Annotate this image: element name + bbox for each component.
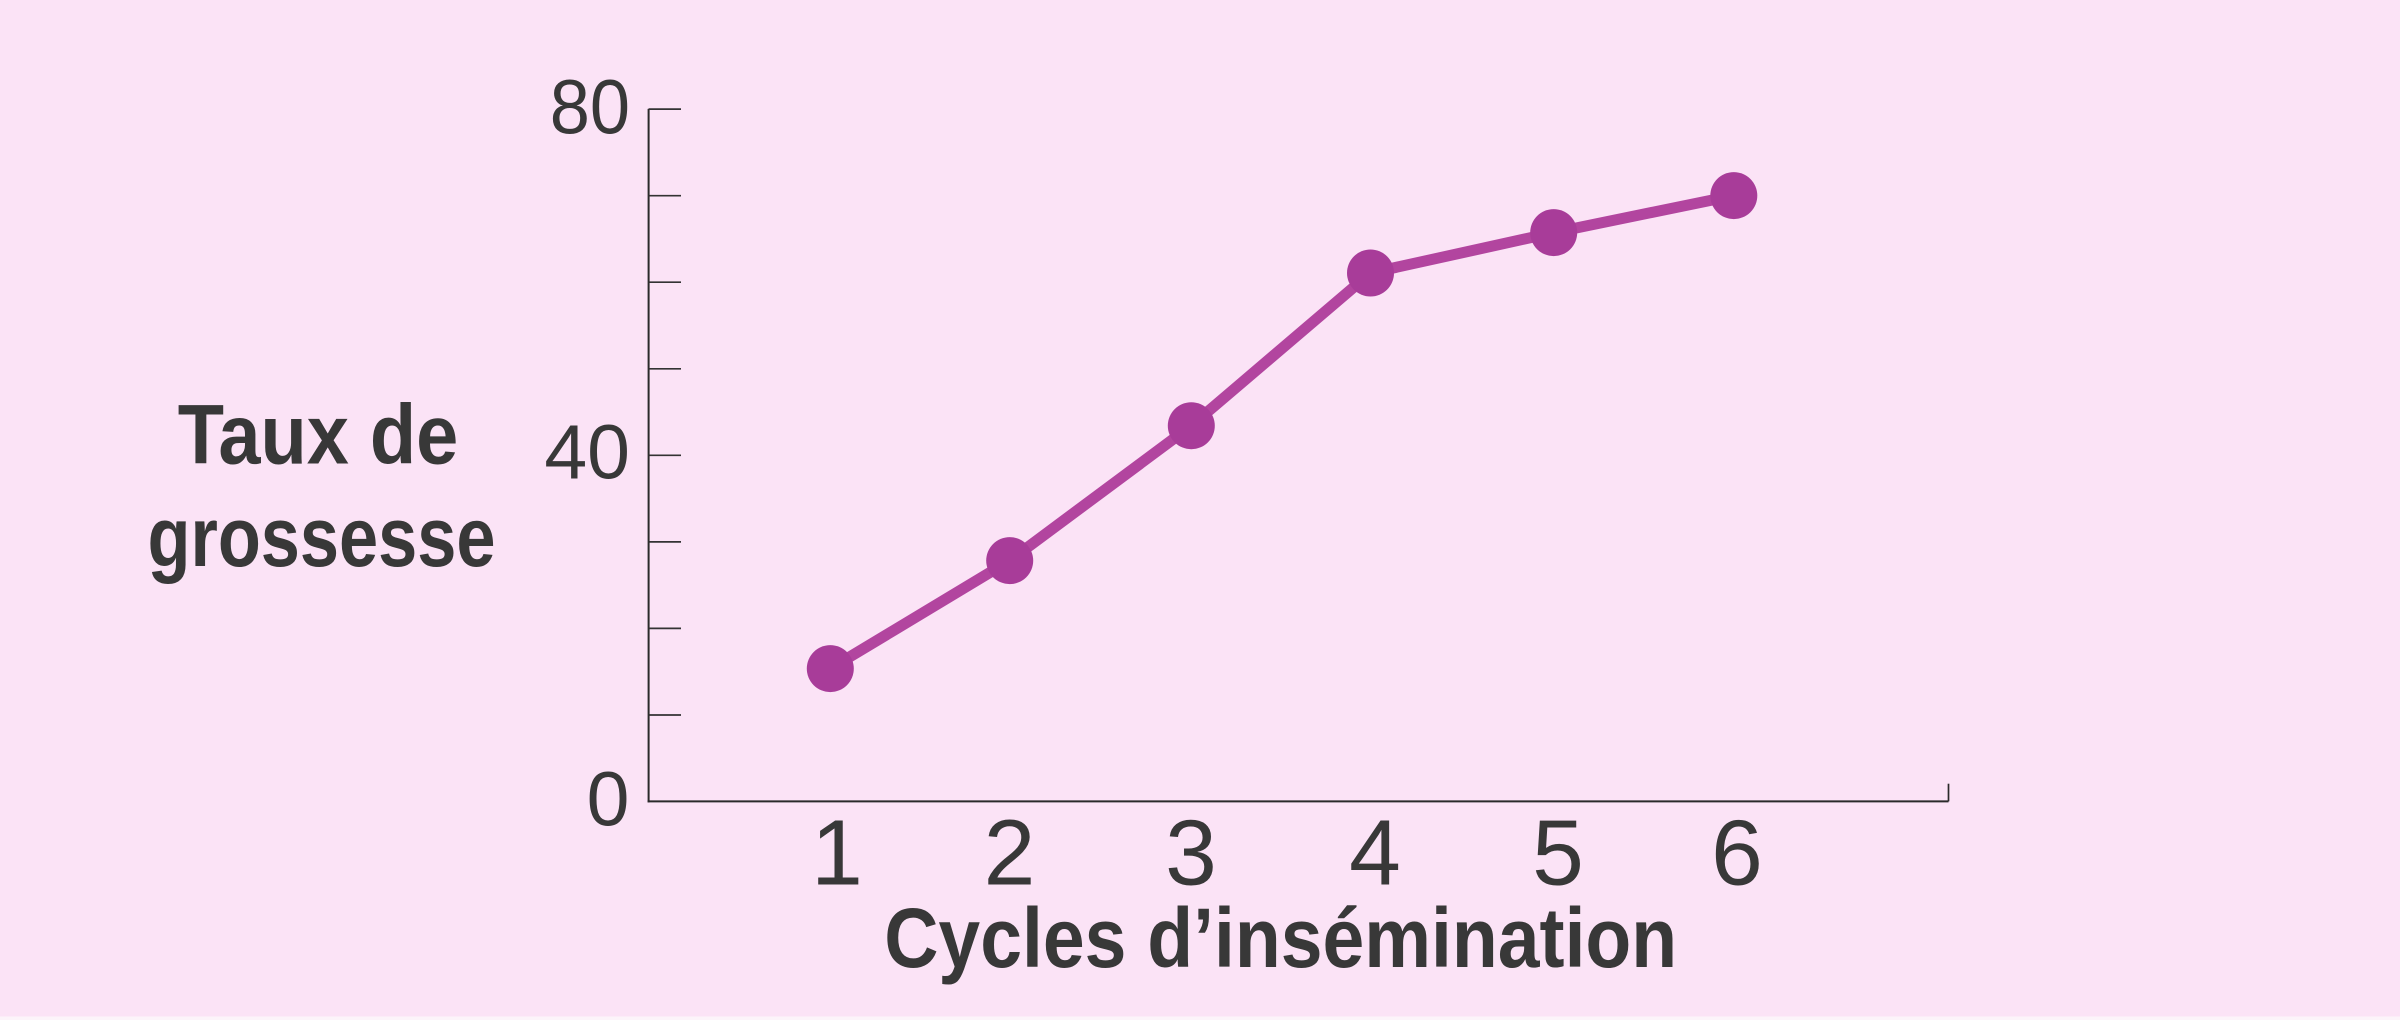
svg-text:3: 3 — [1165, 801, 1217, 905]
svg-text:5: 5 — [1532, 801, 1584, 905]
svg-text:40: 40 — [544, 410, 630, 496]
svg-text:Taux de: Taux de — [178, 388, 459, 482]
svg-text:1: 1 — [811, 801, 863, 905]
svg-text:4: 4 — [1349, 801, 1401, 905]
svg-text:2: 2 — [984, 801, 1036, 905]
svg-text:6: 6 — [1711, 801, 1763, 905]
svg-text:grossesse: grossesse — [148, 490, 496, 584]
svg-text:0: 0 — [587, 757, 630, 843]
svg-text:Cycles d’insémination: Cycles d’insémination — [884, 891, 1677, 985]
svg-text:80: 80 — [550, 65, 630, 151]
